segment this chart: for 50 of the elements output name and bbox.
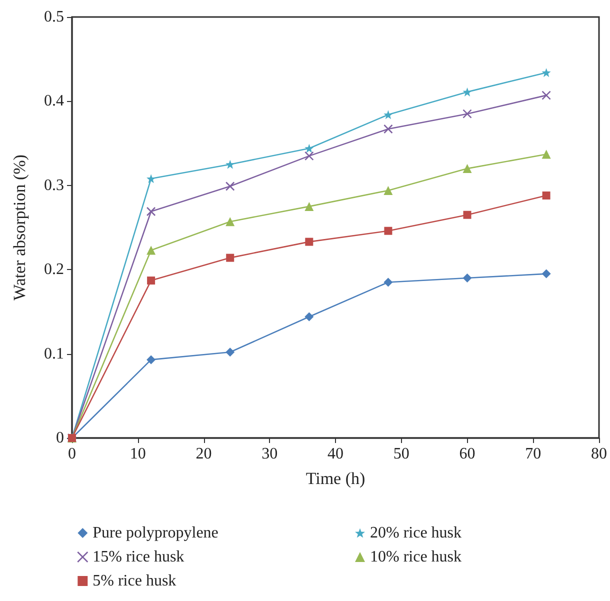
point xyxy=(384,186,393,195)
y-tick-label: 0 xyxy=(56,430,64,446)
legend-label: 10% rice husk xyxy=(370,548,462,566)
point xyxy=(384,226,392,235)
x-tick-label: 60 xyxy=(459,446,476,462)
point xyxy=(226,348,235,357)
point xyxy=(462,274,472,283)
point xyxy=(146,355,156,364)
y-axis-title: Water absorption (%) xyxy=(10,154,29,300)
point xyxy=(226,217,235,226)
point xyxy=(304,151,314,161)
legend-label: 15% rice husk xyxy=(92,548,184,566)
x-tick-label: 30 xyxy=(262,446,278,462)
legend-label: 20% rice husk xyxy=(370,524,462,542)
point xyxy=(384,278,393,287)
point xyxy=(304,144,314,153)
legend-label: Pure polypropylene xyxy=(92,524,218,542)
x-tick-label: 50 xyxy=(393,446,410,462)
x-tick-label: 80 xyxy=(591,446,607,462)
x-tick-label: 20 xyxy=(196,446,212,462)
point xyxy=(462,87,472,96)
y-tick-label: 0.4 xyxy=(44,92,64,110)
x-tick-label: 40 xyxy=(328,446,344,462)
point xyxy=(542,269,551,278)
point xyxy=(384,124,393,134)
x-tick-label: 70 xyxy=(525,446,542,462)
y-tick-label: 0.1 xyxy=(44,345,64,362)
point xyxy=(542,192,550,200)
x-tick-label: 0 xyxy=(68,446,76,462)
y-tick-label: 0.5 xyxy=(44,8,64,26)
x-tick-label: 10 xyxy=(130,446,146,462)
point xyxy=(542,90,551,100)
point xyxy=(226,254,234,262)
point xyxy=(542,150,551,159)
point xyxy=(542,68,551,78)
point xyxy=(462,164,472,174)
point xyxy=(462,109,472,118)
point xyxy=(304,312,314,322)
point xyxy=(305,238,314,246)
y-tick-label: 0.3 xyxy=(44,176,64,194)
x-axis-title: Time (h) xyxy=(306,469,366,488)
legend-label: 5% rice husk xyxy=(92,572,176,590)
point xyxy=(225,182,235,191)
y-tick-label: 0.2 xyxy=(44,261,64,278)
point xyxy=(384,110,393,120)
point xyxy=(463,210,472,219)
point xyxy=(147,276,156,285)
point xyxy=(146,206,156,216)
point xyxy=(146,246,156,255)
point xyxy=(304,202,314,211)
